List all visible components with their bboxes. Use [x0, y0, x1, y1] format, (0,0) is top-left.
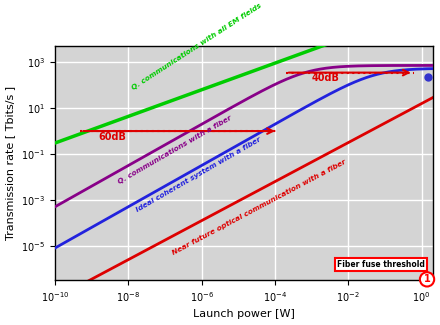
- Text: Near future optical communication with a fiber: Near future optical communication with a…: [171, 159, 347, 256]
- Text: 60dB: 60dB: [98, 132, 126, 142]
- Text: Fiber fuse threshold: Fiber fuse threshold: [337, 259, 425, 269]
- Text: 40dB: 40dB: [312, 73, 340, 84]
- X-axis label: Launch power [W]: Launch power [W]: [193, 309, 295, 319]
- Text: 1: 1: [424, 274, 430, 284]
- Text: Q. communications with a fiber: Q. communications with a fiber: [117, 114, 233, 185]
- Text: Q. communications with all EM fields: Q. communications with all EM fields: [131, 3, 263, 91]
- Y-axis label: Transmission rate [ Tbits/s ]: Transmission rate [ Tbits/s ]: [6, 86, 15, 240]
- Text: Ideal coherent system with a fiber: Ideal coherent system with a fiber: [135, 136, 262, 213]
